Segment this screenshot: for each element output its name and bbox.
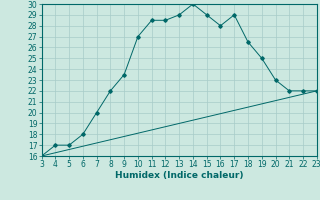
- X-axis label: Humidex (Indice chaleur): Humidex (Indice chaleur): [115, 171, 244, 180]
